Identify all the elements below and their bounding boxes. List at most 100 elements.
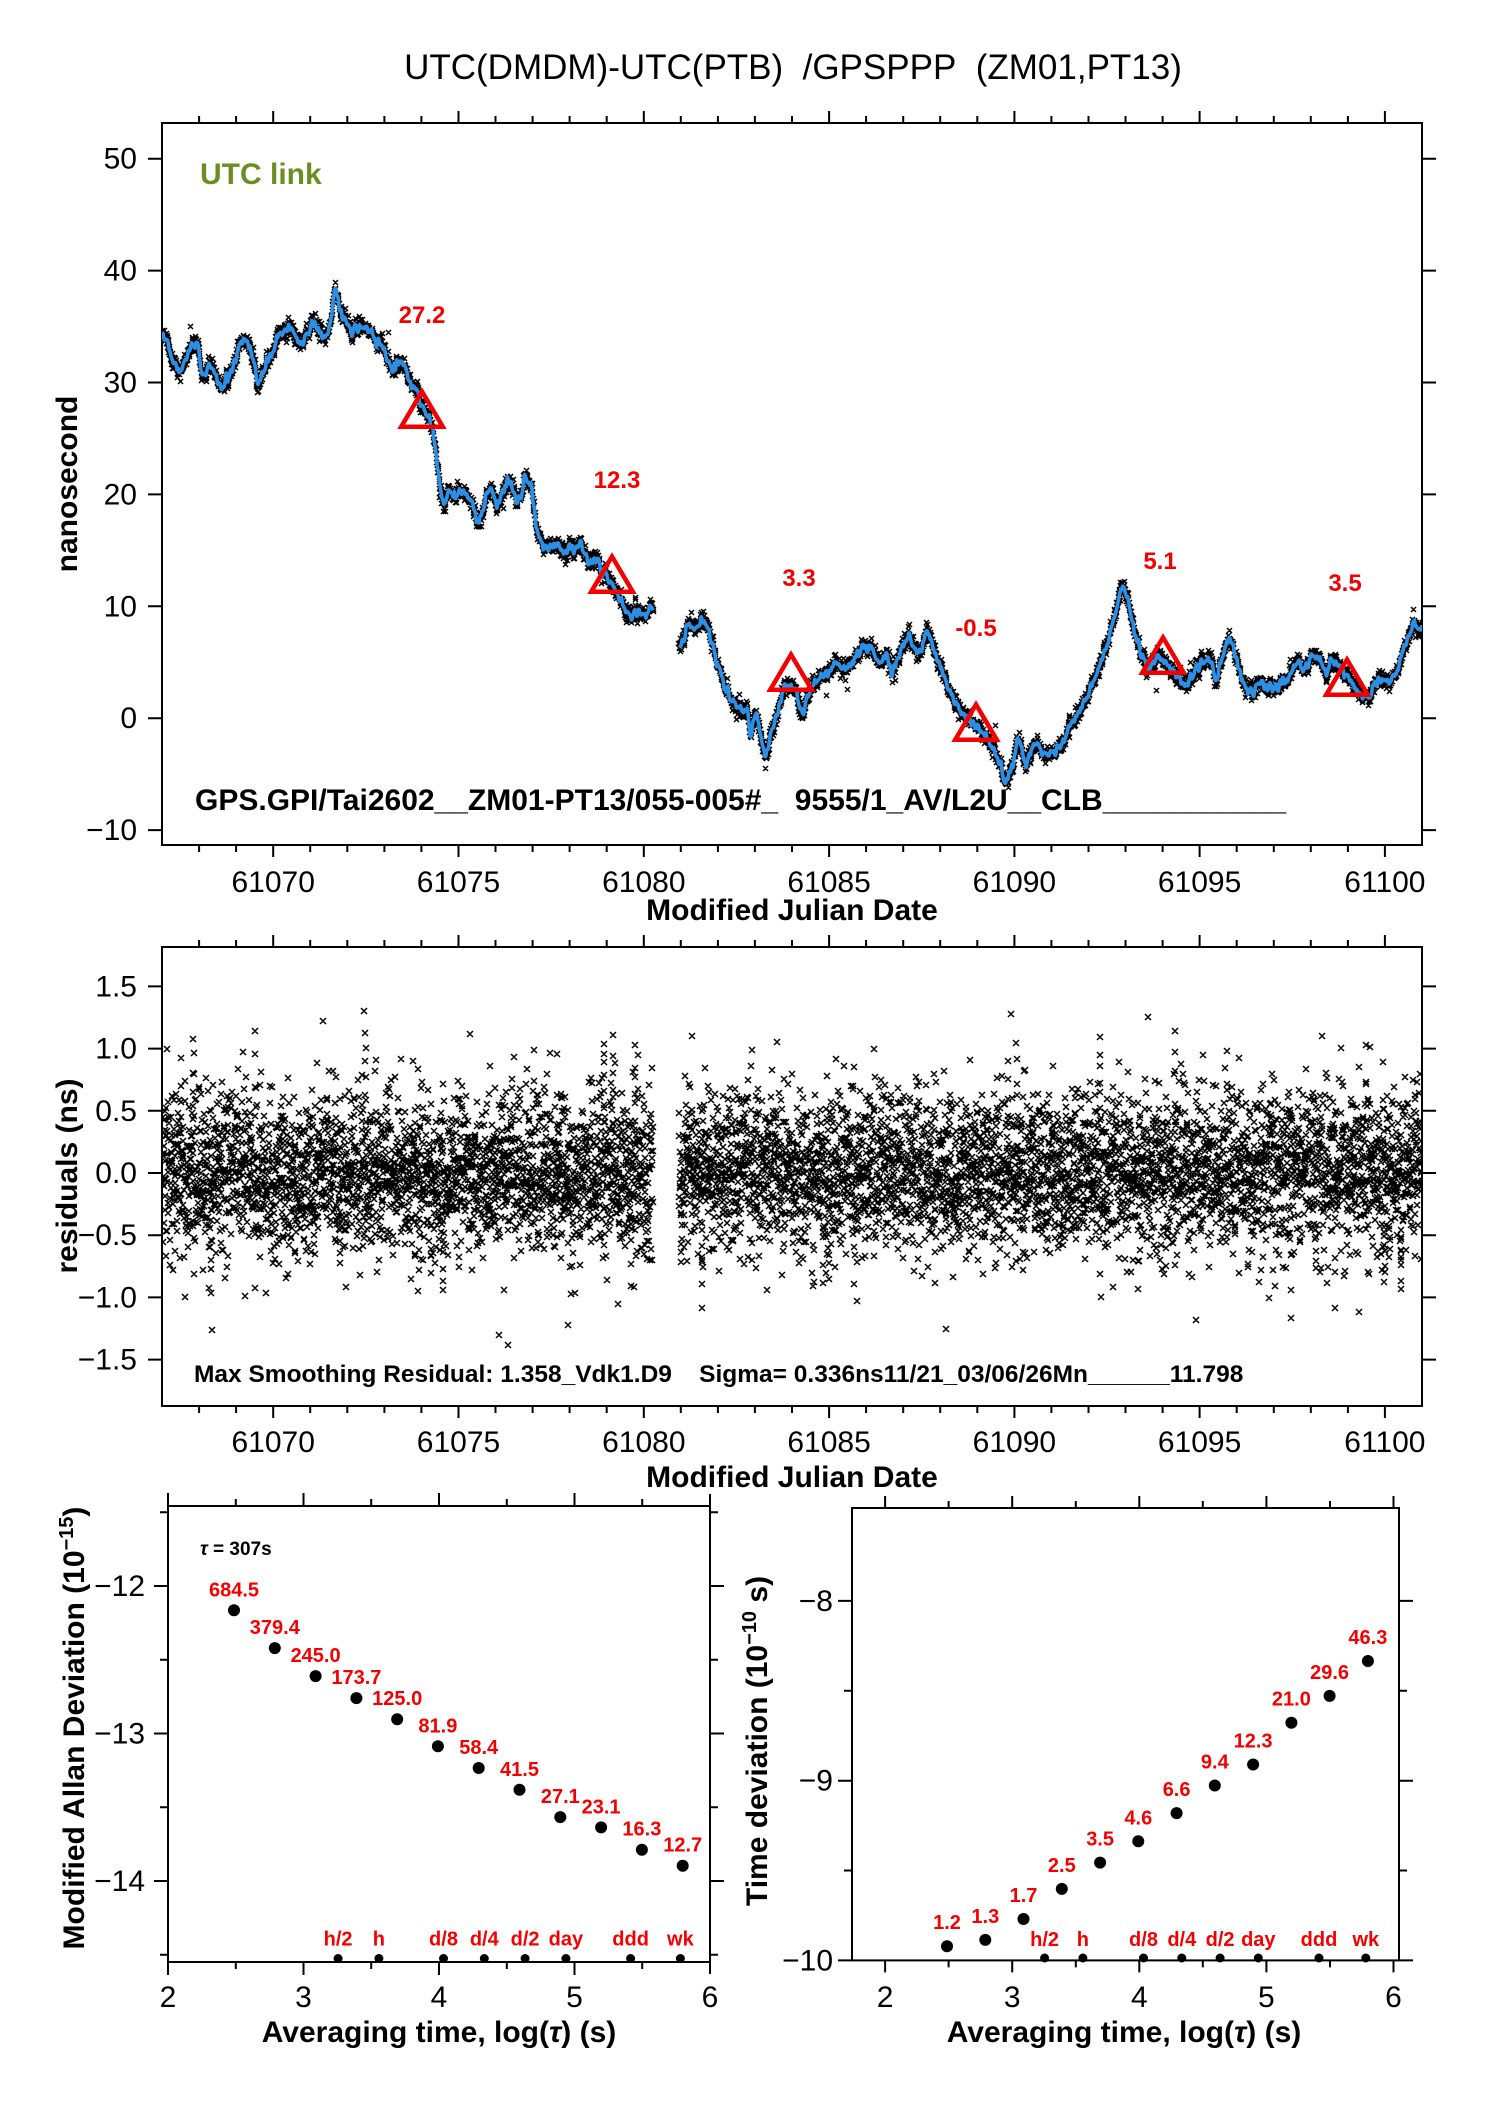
svg-text:wk: wk bbox=[1351, 1929, 1380, 1951]
svg-text:379.4: 379.4 bbox=[250, 1617, 301, 1639]
svg-text:61095: 61095 bbox=[1158, 1426, 1241, 1459]
svg-text:61075: 61075 bbox=[417, 1426, 500, 1459]
svg-text:1.3: 1.3 bbox=[971, 1906, 999, 1928]
svg-text:0.5: 0.5 bbox=[95, 1095, 137, 1128]
svg-text:6: 6 bbox=[702, 1981, 719, 2014]
svg-text:h/2: h/2 bbox=[324, 1929, 353, 1951]
svg-text:h: h bbox=[1077, 1929, 1089, 1951]
svg-text:d/2: d/2 bbox=[1206, 1929, 1235, 1951]
svg-text:−10: −10 bbox=[86, 814, 137, 847]
svg-text:6.6: 6.6 bbox=[1163, 1779, 1191, 1801]
svg-text:h: h bbox=[373, 1929, 385, 1951]
svg-text:9.4: 9.4 bbox=[1201, 1752, 1230, 1774]
svg-text:1.7: 1.7 bbox=[1010, 1885, 1038, 1907]
svg-text:Modified Allan Deviation (10−1: Modified Allan Deviation (10−15) bbox=[56, 1507, 91, 1950]
svg-text:3.5: 3.5 bbox=[1086, 1829, 1114, 1851]
svg-text:4: 4 bbox=[1131, 1981, 1148, 2014]
svg-text:3: 3 bbox=[295, 1981, 312, 2014]
svg-text:UTC(DMDM)-UTC(PTB) /GPSPPP (: UTC(DMDM)-UTC(PTB) /GPSPPP (ZM01,PT13) bbox=[404, 48, 1182, 87]
svg-text:245.0: 245.0 bbox=[291, 1645, 341, 1667]
svg-text:125.0: 125.0 bbox=[372, 1688, 422, 1710]
svg-text:23.1: 23.1 bbox=[582, 1796, 621, 1818]
svg-text:21.0: 21.0 bbox=[1272, 1689, 1311, 1711]
svg-text:61075: 61075 bbox=[417, 866, 500, 899]
svg-text:61080: 61080 bbox=[602, 866, 685, 899]
svg-text:Averaging time, log(τ) (s): Averaging time, log(τ) (s) bbox=[262, 2016, 617, 2049]
svg-text:58.4: 58.4 bbox=[459, 1737, 499, 1759]
svg-text:−12: −12 bbox=[94, 1570, 145, 1603]
svg-text:3.5: 3.5 bbox=[1328, 570, 1361, 597]
svg-text:GPS.GPI/Tai2602__ZM01-PT13/055: GPS.GPI/Tai2602__ZM01-PT13/055-005#_ 955… bbox=[195, 784, 1287, 817]
svg-text:−1.5: −1.5 bbox=[78, 1344, 137, 1377]
svg-text:day: day bbox=[549, 1929, 584, 1951]
svg-text:61095: 61095 bbox=[1158, 866, 1241, 899]
svg-text:61080: 61080 bbox=[602, 1426, 685, 1459]
svg-text:h/2: h/2 bbox=[1030, 1929, 1059, 1951]
svg-text:61085: 61085 bbox=[787, 866, 870, 899]
svg-text:61100: 61100 bbox=[1344, 866, 1425, 899]
svg-text:30: 30 bbox=[104, 367, 137, 400]
svg-text:1.5: 1.5 bbox=[95, 970, 137, 1003]
svg-text:ddd: ddd bbox=[1301, 1929, 1338, 1951]
svg-text:−14: −14 bbox=[94, 1865, 145, 1898]
svg-text:4: 4 bbox=[431, 1981, 448, 2014]
svg-text:61070: 61070 bbox=[231, 866, 314, 899]
svg-text:2: 2 bbox=[160, 1981, 177, 2014]
svg-text:d/2: d/2 bbox=[511, 1929, 540, 1951]
svg-text:81.9: 81.9 bbox=[418, 1715, 457, 1737]
svg-text:3: 3 bbox=[1004, 1981, 1021, 2014]
svg-text:wk: wk bbox=[666, 1929, 695, 1951]
svg-text:d/8: d/8 bbox=[1129, 1929, 1158, 1951]
svg-text:5: 5 bbox=[566, 1981, 583, 2014]
svg-text:Averaging time, log(τ) (s): Averaging time, log(τ) (s) bbox=[947, 2016, 1302, 2049]
svg-text:day: day bbox=[1241, 1929, 1276, 1951]
svg-text:−0.5: −0.5 bbox=[78, 1219, 137, 1252]
svg-text:41.5: 41.5 bbox=[500, 1759, 539, 1781]
svg-text:residuals (ns): residuals (ns) bbox=[51, 1078, 84, 1273]
svg-text:27.2: 27.2 bbox=[399, 302, 446, 329]
svg-text:−13: −13 bbox=[94, 1718, 145, 1751]
svg-text:684.5: 684.5 bbox=[209, 1579, 259, 1601]
svg-text:d/8: d/8 bbox=[429, 1929, 458, 1951]
svg-text:0.0: 0.0 bbox=[95, 1157, 137, 1190]
svg-text:61070: 61070 bbox=[231, 1426, 314, 1459]
svg-text:UTC link: UTC link bbox=[200, 158, 322, 191]
svg-text:5: 5 bbox=[1258, 1981, 1275, 2014]
svg-text:2.5: 2.5 bbox=[1048, 1855, 1076, 1877]
svg-text:27.1: 27.1 bbox=[541, 1786, 580, 1808]
svg-text:−10: −10 bbox=[782, 1944, 833, 1977]
svg-text:6: 6 bbox=[1385, 1981, 1402, 2014]
svg-text:−1.0: −1.0 bbox=[78, 1281, 137, 1314]
svg-text:4.6: 4.6 bbox=[1124, 1807, 1152, 1829]
svg-text:5.1: 5.1 bbox=[1143, 548, 1176, 575]
svg-text:−8: −8 bbox=[799, 1585, 833, 1618]
svg-text:Modified Julian Date: Modified Julian Date bbox=[646, 894, 938, 927]
svg-text:173.7: 173.7 bbox=[331, 1667, 381, 1689]
svg-text:1.0: 1.0 bbox=[95, 1033, 137, 1066]
svg-text:61090: 61090 bbox=[973, 866, 1056, 899]
svg-text:d/4: d/4 bbox=[1167, 1929, 1197, 1951]
svg-text:50: 50 bbox=[104, 143, 137, 176]
svg-text:3.3: 3.3 bbox=[782, 565, 815, 592]
svg-text:61085: 61085 bbox=[787, 1426, 870, 1459]
svg-text:12.3: 12.3 bbox=[1234, 1731, 1273, 1753]
svg-text:-0.5: -0.5 bbox=[955, 615, 996, 642]
svg-text:16.3: 16.3 bbox=[622, 1819, 661, 1841]
svg-text:Max Smoothing Residual: 1.358_: Max Smoothing Residual: 1.358_Vdk1.D9 Si… bbox=[194, 1361, 1243, 1388]
svg-text:2: 2 bbox=[877, 1981, 894, 2014]
svg-text:10: 10 bbox=[104, 590, 137, 623]
svg-text:Modified Julian Date: Modified Julian Date bbox=[646, 1461, 938, 1494]
svg-text:61100: 61100 bbox=[1344, 1426, 1425, 1459]
svg-text:nanosecond: nanosecond bbox=[51, 396, 84, 573]
svg-text:0: 0 bbox=[120, 702, 137, 735]
svg-text:20: 20 bbox=[104, 478, 137, 511]
svg-text:61090: 61090 bbox=[973, 1426, 1056, 1459]
svg-text:29.6: 29.6 bbox=[1310, 1662, 1349, 1684]
svg-text:d/4: d/4 bbox=[470, 1929, 500, 1951]
svg-text:−9: −9 bbox=[799, 1765, 833, 1798]
svg-text:τ = 307s: τ = 307s bbox=[200, 1539, 272, 1560]
svg-text:46.3: 46.3 bbox=[1348, 1627, 1387, 1649]
svg-text:12.3: 12.3 bbox=[594, 467, 641, 494]
svg-text:ddd: ddd bbox=[612, 1929, 649, 1951]
svg-text:1.2: 1.2 bbox=[933, 1912, 961, 1934]
